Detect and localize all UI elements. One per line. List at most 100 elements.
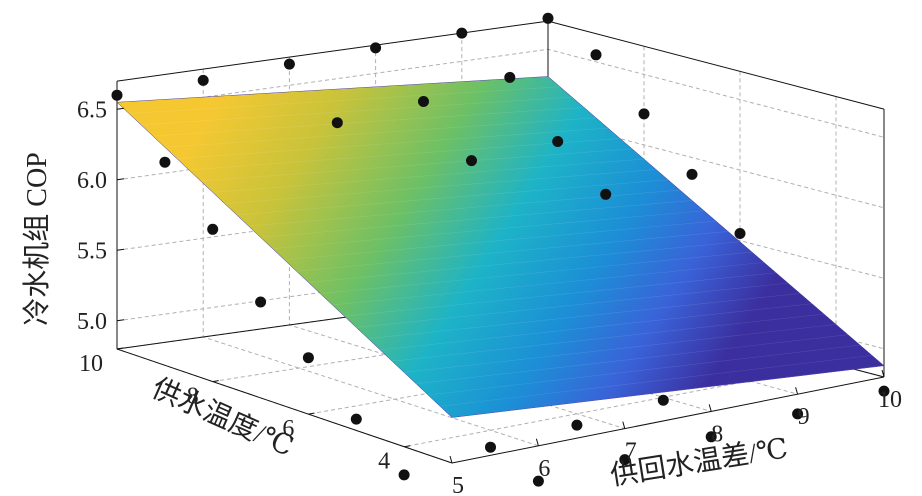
box-edge-front <box>451 376 885 464</box>
data-point <box>590 49 602 61</box>
surface-mesh-line <box>224 169 657 204</box>
x-tick-label: 9 <box>798 404 810 430</box>
data-point <box>456 27 468 39</box>
data-point <box>350 413 362 425</box>
data-point <box>571 419 583 431</box>
data-point <box>619 454 631 466</box>
z-tick <box>116 178 125 181</box>
z-axis-label: 冷水机组 COP <box>21 152 53 325</box>
z-tick <box>116 248 125 251</box>
y-axis-ticks: 4 6 8 10 <box>79 347 411 475</box>
surface-mesh-line <box>296 231 729 272</box>
surface-mesh-line <box>116 76 549 103</box>
z-tick <box>116 107 125 110</box>
y-tick <box>212 380 219 383</box>
x-tick-label: 8 <box>711 421 723 447</box>
surface-mesh-line <box>140 96 573 126</box>
y-tick-label: 8 <box>187 384 199 410</box>
surface-mesh-line <box>176 127 609 159</box>
y-tick-label: 4 <box>378 449 390 475</box>
x-tick <box>708 404 712 412</box>
surface-mesh-line <box>200 148 633 182</box>
surface-mesh-line <box>344 272 777 317</box>
data-point <box>532 475 544 487</box>
surface-mesh-line <box>308 241 741 283</box>
surface-mesh-line <box>416 334 849 385</box>
surface-mesh-line <box>332 262 765 306</box>
data-point <box>600 188 612 200</box>
front-box <box>116 348 885 464</box>
y-tick-label: 10 <box>79 351 103 377</box>
x-tick-label: 6 <box>538 456 550 482</box>
data-point <box>370 42 382 54</box>
data-point <box>686 168 698 180</box>
data-point <box>197 74 209 86</box>
data-point <box>283 58 295 70</box>
y-axis-label: 供水温度/℃ <box>147 372 298 463</box>
x-tick-label: 7 <box>625 439 637 465</box>
data-point <box>552 136 564 147</box>
data-point <box>331 117 343 129</box>
data-points-front <box>111 12 746 239</box>
x-tick <box>881 369 885 378</box>
surface-mesh-line <box>188 138 621 171</box>
data-point <box>302 352 314 364</box>
y-tick <box>404 445 411 448</box>
surface-mesh-line <box>380 303 813 351</box>
surface-mesh-line <box>284 220 717 261</box>
data-point <box>485 441 496 453</box>
x-tick-label: 5 <box>452 473 464 496</box>
surface-mesh-line <box>451 365 885 418</box>
surface-mesh-line <box>212 158 645 193</box>
data-point <box>466 155 477 167</box>
surface-mesh-line <box>392 313 825 362</box>
surface-mesh-line <box>356 282 789 328</box>
data-point <box>207 223 219 235</box>
x-tick <box>449 455 453 464</box>
x-tick <box>622 421 626 429</box>
box-edge <box>547 20 885 110</box>
x-tick-label: 10 <box>878 387 902 413</box>
surface-mesh-line <box>320 251 753 294</box>
data-point <box>159 156 171 168</box>
surface-mesh-line <box>236 179 669 216</box>
surface-mesh-line <box>428 344 861 396</box>
data-point <box>734 228 746 239</box>
x-tick <box>535 438 539 446</box>
surface-mesh-line <box>128 86 561 114</box>
z-tick-label: 5.5 <box>77 238 107 264</box>
z-tick <box>116 319 125 322</box>
cop-surface <box>116 76 885 418</box>
surface-mesh-line <box>152 107 585 137</box>
z-tick-label: 6.0 <box>77 168 107 194</box>
data-point <box>792 408 804 420</box>
data-point <box>705 431 717 443</box>
y-tick <box>116 347 124 350</box>
box-edge-front <box>116 348 453 464</box>
data-point <box>398 469 410 481</box>
data-point <box>657 394 669 406</box>
surface-mesh-line <box>404 324 837 373</box>
data-point <box>638 108 650 120</box>
data-point <box>878 385 890 397</box>
y-tick <box>308 412 315 415</box>
z-tick-label: 6.5 <box>77 97 107 123</box>
data-point <box>418 96 429 107</box>
z-axis-ticks: 5.0 5.5 6.0 6.5 <box>77 97 125 335</box>
surface-plane <box>116 76 885 418</box>
data-point <box>504 71 516 83</box>
surface-mesh-line <box>272 210 705 249</box>
data-point <box>542 12 554 24</box>
x-axis-ticks: 5 6 7 8 9 10 <box>449 369 902 496</box>
data-point <box>255 296 267 308</box>
y-tick-label: 6 <box>282 416 294 442</box>
surface-mesh-line <box>440 355 873 407</box>
box-edge <box>116 20 549 82</box>
surface-mesh-line <box>368 293 801 339</box>
z-tick-label: 5.0 <box>77 309 107 335</box>
surface-mesh-line <box>164 117 597 148</box>
surface-mesh-line <box>260 200 693 238</box>
data-point <box>111 89 123 101</box>
x-tick <box>795 387 799 395</box>
